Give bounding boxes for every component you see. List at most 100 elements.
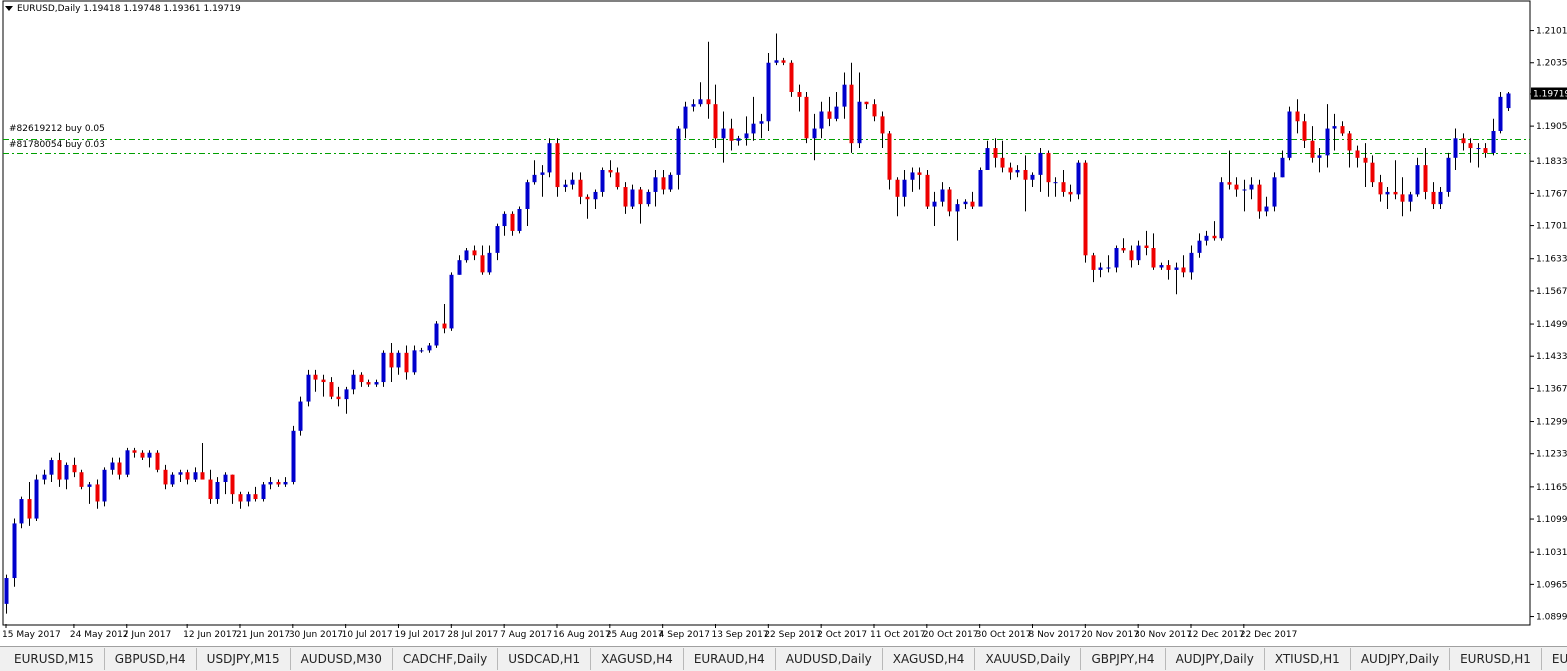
candle-body[interactable] [1347, 133, 1352, 151]
candle-body[interactable] [985, 148, 990, 170]
chart-tab[interactable]: EURUSD,H1 [1450, 648, 1542, 670]
candle-body[interactable] [344, 389, 349, 400]
candle-body[interactable] [1166, 265, 1171, 270]
candle-body[interactable] [1083, 162, 1088, 256]
dropdown-triangle-icon[interactable] [5, 6, 13, 11]
candle-body[interactable] [789, 62, 794, 92]
chart-area[interactable]: 1.210101.203501.197101.190501.183301.176… [0, 0, 1567, 646]
candle-body[interactable] [321, 379, 326, 383]
candle-body[interactable] [729, 128, 734, 141]
candle-body[interactable] [434, 323, 439, 346]
chart-tab[interactable]: EURTRY,Weekly [1542, 648, 1567, 670]
candle-body[interactable] [336, 396, 341, 400]
candle-body[interactable] [608, 169, 613, 173]
candle-body[interactable] [1385, 191, 1390, 195]
candle-body[interactable] [238, 494, 243, 502]
candle-body[interactable] [12, 523, 17, 579]
candle-body[interactable] [1181, 267, 1186, 273]
candle-body[interactable] [374, 382, 379, 385]
candle-body[interactable] [140, 452, 145, 458]
chart-tab[interactable]: AUDJPY,Daily [1351, 648, 1451, 670]
candle-body[interactable] [1491, 130, 1496, 153]
candle-body[interactable] [283, 481, 288, 485]
candle-body[interactable] [1204, 235, 1209, 241]
candle-body[interactable] [638, 189, 643, 205]
chart-tab[interactable]: AUDUSD,M30 [291, 648, 393, 670]
candle-body[interactable] [4, 578, 9, 604]
candle-body[interactable] [95, 484, 100, 502]
candle-body[interactable] [1068, 191, 1073, 195]
candle-body[interactable] [864, 101, 869, 105]
candle-body[interactable] [1280, 157, 1285, 178]
chart-tab[interactable]: USDJPY,M15 [197, 648, 291, 670]
candle-body[interactable] [230, 474, 235, 495]
candle-body[interactable] [1136, 245, 1141, 261]
candle-body[interactable] [117, 462, 122, 475]
candle-body[interactable] [1355, 150, 1360, 158]
candle-body[interactable] [1483, 148, 1488, 153]
candle-body[interactable] [464, 250, 469, 261]
candle-body[interactable] [1257, 184, 1262, 212]
candle-body[interactable] [1400, 194, 1405, 202]
candle-body[interactable] [1431, 191, 1436, 205]
candle-body[interactable] [1415, 165, 1420, 195]
candle-body[interactable] [676, 128, 681, 175]
candle-body[interactable] [495, 226, 500, 253]
candle-body[interactable] [653, 177, 658, 192]
candle-body[interactable] [1378, 182, 1383, 195]
candle-body[interactable] [570, 179, 575, 185]
candle-body[interactable] [646, 191, 651, 205]
candle-body[interactable] [736, 138, 741, 141]
candle-body[interactable] [1295, 111, 1300, 122]
candle-body[interactable] [623, 187, 628, 207]
chart-tab[interactable]: XTIUSD,H1 [1265, 648, 1351, 670]
candle-body[interactable] [812, 128, 817, 139]
candle-body[interactable] [442, 323, 447, 329]
candle-body[interactable] [223, 474, 228, 482]
candle-body[interactable] [857, 101, 862, 144]
candle-body[interactable] [480, 255, 485, 273]
candle-body[interactable] [1453, 138, 1458, 158]
candle-body[interactable] [1023, 169, 1028, 180]
candle-body[interactable] [683, 106, 688, 129]
candle-body[interactable] [200, 472, 205, 480]
candle-body[interactable] [1015, 169, 1020, 173]
candle-body[interactable] [1506, 93, 1511, 109]
chart-tab[interactable]: XAGUSD,H4 [591, 648, 684, 670]
candle-body[interactable] [155, 452, 160, 470]
candle-body[interactable] [849, 84, 854, 144]
candle-body[interactable] [978, 169, 983, 207]
candle-body[interactable] [1242, 189, 1247, 191]
candle-body[interactable] [261, 484, 266, 500]
candle-body[interactable] [1317, 155, 1322, 158]
candle-body[interactable] [1061, 182, 1066, 192]
candle-body[interactable] [1008, 167, 1013, 173]
candle-body[interactable] [253, 494, 258, 500]
candle-body[interactable] [751, 123, 756, 134]
candle-body[interactable] [970, 201, 975, 207]
chart-tab[interactable]: CADCHF,Daily [393, 648, 499, 670]
chart-tab[interactable]: XAUUSD,Daily [975, 648, 1082, 670]
candle-body[interactable] [87, 484, 92, 487]
candle-body[interactable] [268, 481, 273, 485]
chart-tab[interactable]: GBPJPY,H4 [1081, 648, 1166, 670]
candle-body[interactable] [27, 499, 32, 519]
candle-body[interactable] [917, 172, 922, 175]
candle-body[interactable] [842, 84, 847, 107]
candle-body[interactable] [1144, 245, 1149, 248]
candle-body[interactable] [661, 177, 666, 190]
candle-body[interactable] [1121, 247, 1126, 251]
candle-body[interactable] [1114, 247, 1119, 268]
candle-body[interactable] [276, 481, 281, 485]
candle-body[interactable] [502, 213, 507, 227]
candle-body[interactable] [1046, 152, 1051, 183]
candle-body[interactable] [759, 121, 764, 124]
candle-body[interactable] [419, 350, 424, 352]
candle-body[interactable] [1151, 247, 1156, 268]
candle-body[interactable] [1393, 191, 1398, 195]
candle-body[interactable] [351, 374, 356, 390]
candle-body[interactable] [359, 374, 364, 383]
chart-tab[interactable]: AUDJPY,Daily [1166, 648, 1265, 670]
candle-body[interactable] [1000, 157, 1005, 168]
candle-body[interactable] [578, 179, 583, 197]
